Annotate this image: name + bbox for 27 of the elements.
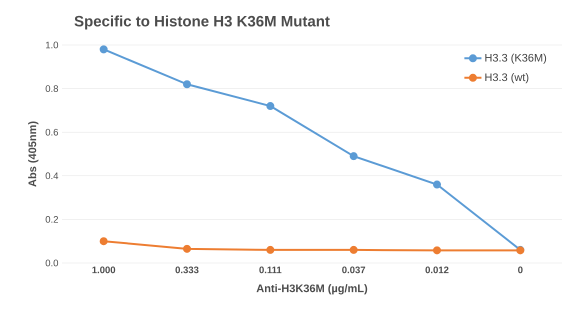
- y-tick-label: 0.2: [46, 216, 58, 223]
- chart-title: Specific to Histone H3 K36M Mutant: [74, 15, 330, 30]
- point: [100, 45, 108, 54]
- y-tick-label: 0.0: [46, 260, 58, 266]
- x-tick-label: 0.037: [342, 266, 366, 274]
- y-tick-label: 1.0: [46, 42, 58, 48]
- x-tick-label: 0.111: [259, 266, 282, 274]
- legend-label: H3.3 (K36M): [485, 54, 546, 64]
- y-tick-label: 0.8: [46, 85, 58, 92]
- point: [266, 246, 274, 254]
- point: [100, 237, 108, 246]
- point: [266, 102, 274, 110]
- y-axis-title: Abs (405nm): [28, 122, 38, 187]
- y-tick-label: 0.4: [46, 172, 58, 180]
- point: [433, 246, 441, 254]
- point: [350, 246, 358, 254]
- x-tick-label: 0.012: [425, 266, 449, 274]
- point: [350, 152, 358, 160]
- y-tick-label: 0.6: [46, 128, 58, 136]
- x-tick-label: 0.333: [175, 266, 199, 274]
- x-axis-title: Anti-H3K36M (µg/mL): [256, 284, 368, 294]
- point: [183, 244, 192, 253]
- point: [433, 180, 441, 189]
- point: [183, 80, 192, 88]
- legend-label: H3.3 (wt): [485, 73, 528, 84]
- x-tick-label: 0: [518, 266, 523, 274]
- x-tick-label: 1.000: [92, 266, 116, 274]
